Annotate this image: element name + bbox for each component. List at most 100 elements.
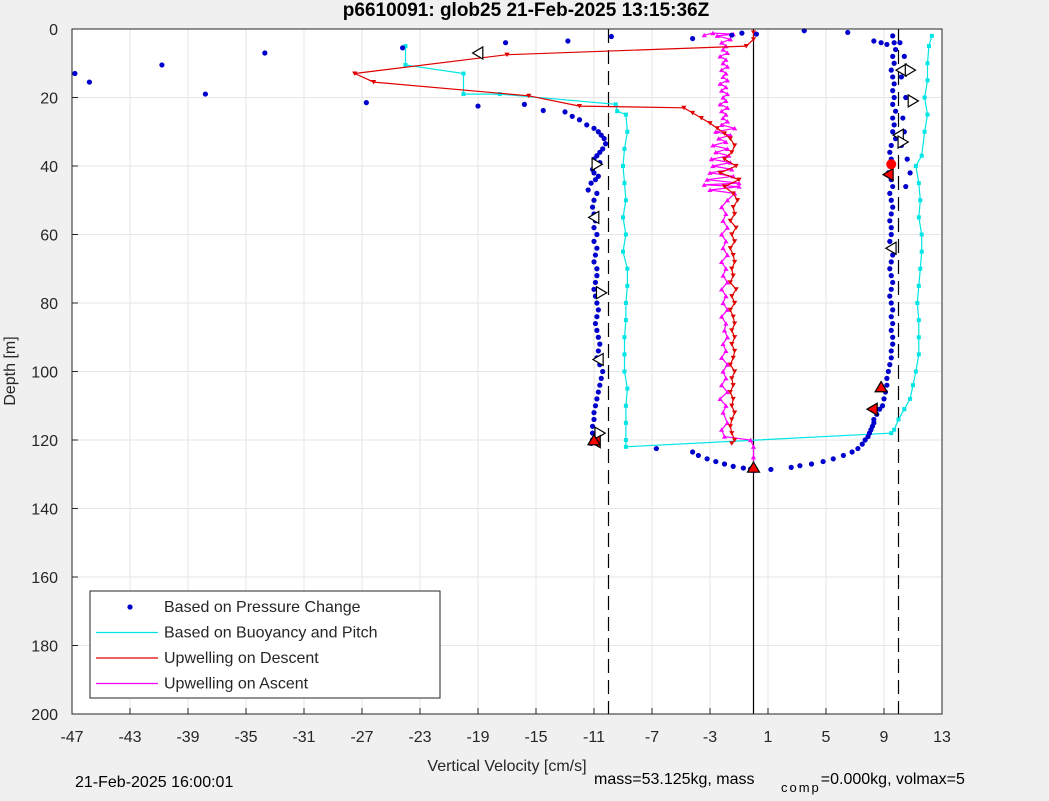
pressure-point [888, 231, 894, 238]
pressure-point [591, 225, 597, 231]
ascent-marker [723, 57, 729, 62]
buoyancy-marker [625, 266, 630, 271]
ascent-marker [719, 382, 725, 388]
pressure-point [890, 183, 896, 190]
pressure-point [202, 91, 208, 97]
pressure-point [887, 362, 893, 368]
pressure-point [588, 180, 594, 186]
pressure-point [890, 101, 896, 107]
pressure-point [898, 74, 905, 80]
pressure-point [820, 458, 826, 465]
ascent-marker [707, 170, 713, 175]
pressure-point [890, 252, 896, 258]
descent-marker [721, 184, 728, 189]
pressure-point [600, 146, 606, 152]
red-triangle-marker [746, 460, 761, 473]
buoyancy-marker [615, 109, 620, 114]
descent-marker [727, 218, 733, 224]
buoyancy-marker [929, 33, 934, 38]
ascent-marker [716, 136, 722, 141]
pressure-point [890, 129, 896, 135]
pressure-point [653, 445, 659, 452]
ascent-marker [717, 396, 723, 401]
pressure-point [891, 40, 897, 46]
pressure-point [591, 410, 597, 416]
ascent-marker [719, 259, 725, 264]
descent-marker [729, 376, 735, 381]
ascent-marker [720, 300, 726, 306]
pressure-point [597, 149, 603, 155]
pressure-point [729, 32, 735, 38]
pressure-point [901, 53, 907, 60]
pressure-point [887, 266, 893, 272]
pressure-point [601, 136, 607, 142]
ascent-marker [723, 376, 729, 381]
ascent-marker [710, 163, 716, 169]
ascent-marker [723, 112, 729, 117]
pressure-point [594, 245, 600, 251]
pressure-point [845, 29, 851, 36]
y-tick-label: 140 [31, 502, 58, 519]
pressure-point [890, 334, 896, 340]
buoyancy-marker [919, 232, 924, 237]
pressure-point [591, 125, 597, 131]
descent-marker [729, 232, 735, 237]
descent-marker [730, 205, 736, 210]
descent-marker [734, 198, 741, 203]
y-tick-label: 100 [31, 365, 58, 382]
pressure-point [903, 94, 909, 101]
pressure-point [540, 107, 546, 114]
pressure-point [891, 81, 897, 87]
descent-marker [733, 225, 739, 230]
ascent-marker [724, 225, 730, 230]
descent-marker [730, 314, 736, 320]
pressure-point [891, 60, 897, 66]
descent-marker [727, 389, 733, 395]
x-tick-label: 9 [880, 729, 889, 746]
pressure-point [830, 456, 836, 462]
pressure-point [562, 109, 568, 115]
ascent-marker [723, 239, 729, 244]
buoyancy-marker [403, 44, 408, 49]
pressure-point [887, 293, 893, 299]
legend-symbol [127, 604, 133, 610]
ascent-marker [724, 334, 730, 340]
descent-marker [730, 355, 736, 361]
pressure-point [888, 355, 894, 361]
pressure-point [890, 307, 896, 313]
pressure-point [788, 464, 794, 470]
pressure-point [597, 382, 603, 388]
open-triangle-marker [897, 134, 910, 150]
x-tick-label: -11 [583, 729, 605, 746]
descent-marker [729, 150, 735, 155]
buoyancy-marker [925, 78, 930, 83]
footer-timestamp: 21-Feb-2025 16:00:01 [75, 774, 234, 791]
buoyancy-marker [908, 396, 913, 401]
pressure-point [589, 423, 596, 429]
grid [71, 28, 943, 715]
descent-marker [732, 348, 738, 354]
legend-label: Upwelling on Descent [164, 650, 319, 667]
buoyancy-marker [622, 335, 627, 340]
descent-marker [729, 417, 735, 422]
descent-marker [717, 170, 723, 176]
ascent-marker [717, 54, 723, 59]
pressure-point [594, 314, 600, 320]
x-tick-label: 13 [933, 729, 951, 746]
descent-marker [730, 191, 736, 196]
buoyancy-marker [622, 352, 627, 357]
buoyancy-marker [461, 92, 466, 97]
descent-marker [732, 410, 738, 415]
descent-marker [690, 110, 696, 116]
descent-marker [730, 273, 736, 278]
pressure-point [768, 466, 774, 473]
buoyancy-marker [623, 232, 628, 237]
buoyancy-marker [896, 417, 901, 422]
buoyancy-marker [623, 403, 628, 408]
pressure-point [862, 437, 868, 443]
pressure-point [713, 458, 719, 465]
descent-marker [729, 294, 735, 299]
open-triangle-marker [591, 157, 604, 172]
ascent-marker [727, 36, 733, 42]
red-triangle-marker [865, 402, 878, 417]
